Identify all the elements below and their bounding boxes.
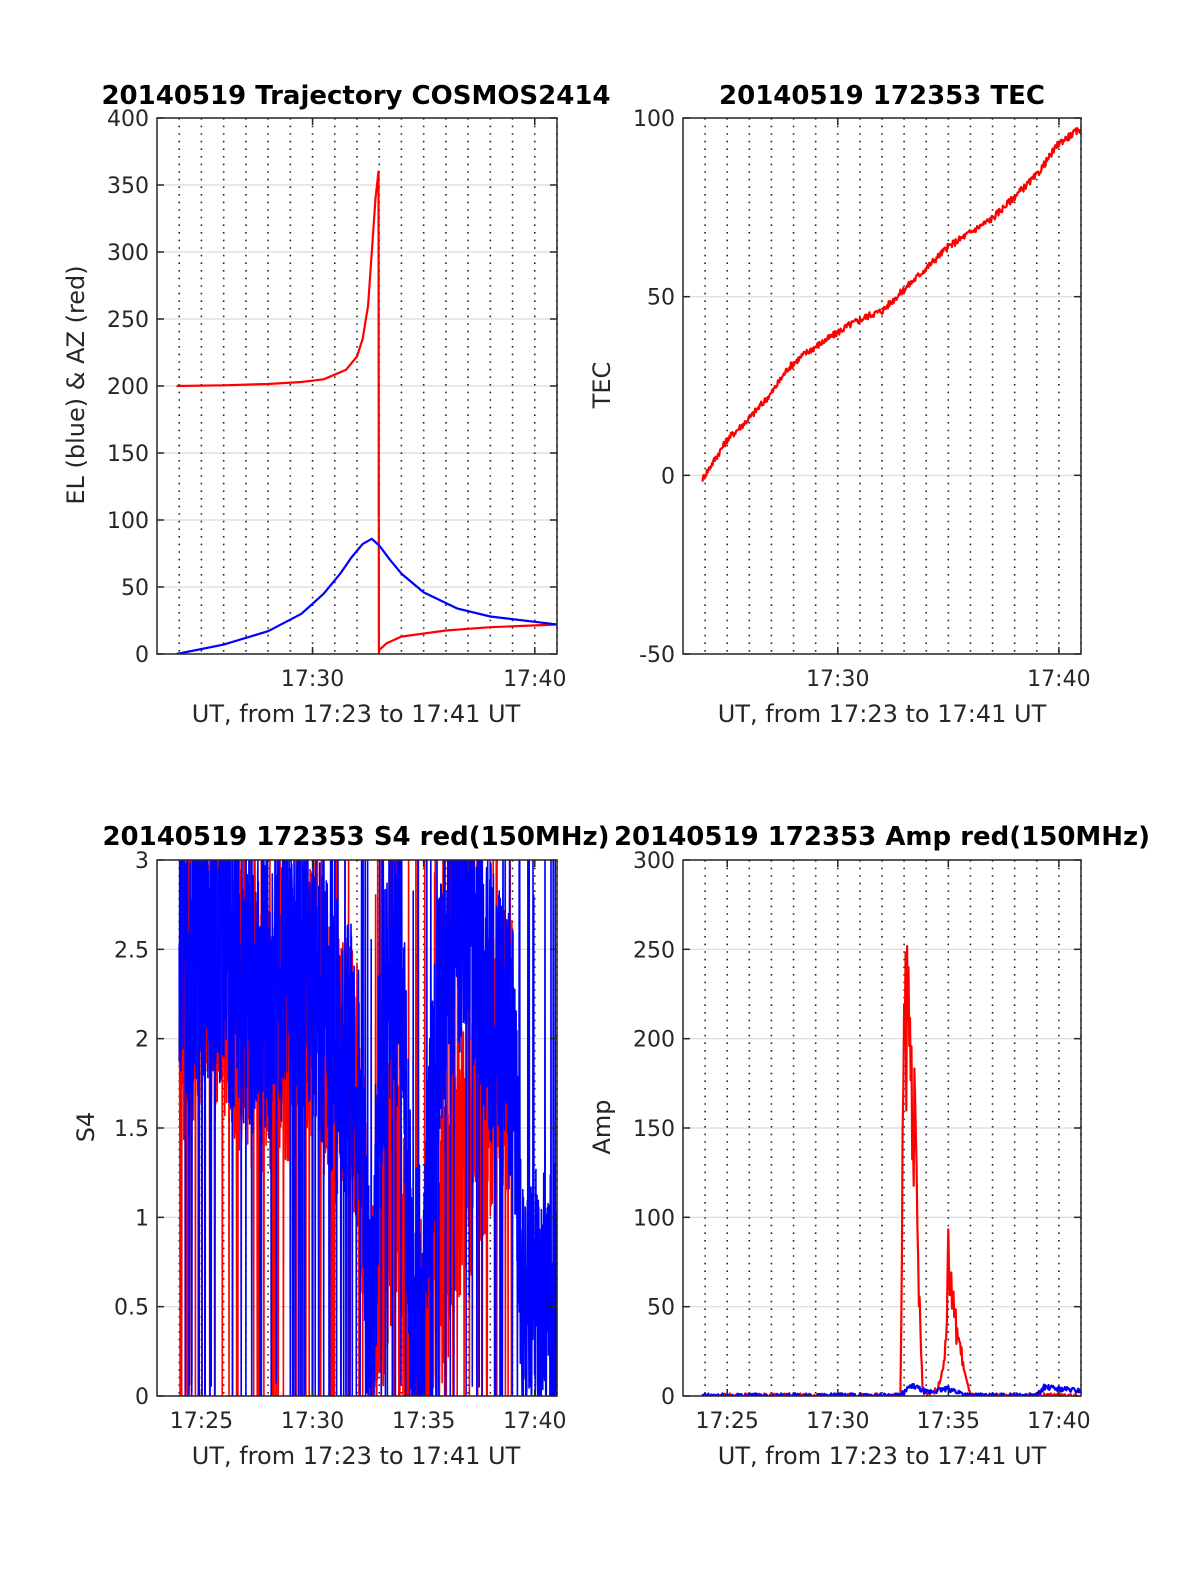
y-tick-label: 0	[135, 643, 149, 668]
y-tick-label: 150	[107, 442, 149, 467]
y-axis-label: S4	[72, 1112, 100, 1143]
plot-area	[176, 170, 557, 654]
amp-panel: 20140519 172353 Amp red(150MHz) Amp UT, …	[588, 822, 1150, 1470]
y-tick-label: 2.5	[114, 938, 149, 963]
series-line-0	[176, 170, 557, 654]
x-tick-label: 17:40	[503, 667, 566, 692]
y-tick-label: 250	[633, 938, 675, 963]
chart-title: 20140519 172353 Amp red(150MHz)	[614, 822, 1150, 852]
s4-panel: 20140519 172353 S4 red(150MHz) S4 UT, fr…	[72, 822, 610, 1470]
y-tick-label: 1.5	[114, 1117, 149, 1142]
y-tick-label: 50	[121, 576, 149, 601]
y-tick-label: 200	[107, 375, 149, 400]
y-axis-label: TEC	[588, 362, 616, 410]
x-axis-label: UT, from 17:23 to 17:41 UT	[192, 1442, 521, 1470]
y-tick-label: 150	[633, 1117, 675, 1142]
y-tick-label: 0	[135, 1385, 149, 1410]
y-tick-label: 200	[633, 1028, 675, 1053]
x-tick-label: 17:30	[281, 667, 344, 692]
y-tick-label: 0.5	[114, 1296, 149, 1321]
y-tick-label: -50	[639, 643, 675, 668]
chart-title: 20140519 172353 S4 red(150MHz)	[102, 822, 609, 852]
x-tick-label: 17:40	[1027, 667, 1090, 692]
x-tick-label: 17:25	[696, 1409, 759, 1434]
x-tick-label: 17:25	[170, 1409, 233, 1434]
y-tick-label: 400	[107, 107, 149, 132]
series-line-1	[176, 537, 557, 654]
y-tick-label: 100	[107, 509, 149, 534]
trajectory-panel: 20140519 Trajectory COSMOS2414 EL (blue)…	[62, 81, 611, 728]
axes-box	[682, 117, 1082, 655]
plot-area	[701, 127, 1081, 482]
y-tick-label: 3	[135, 849, 149, 874]
x-tick-label: 17:30	[281, 1409, 344, 1434]
y-tick-label: 100	[633, 1206, 675, 1231]
y-tick-label: 300	[107, 241, 149, 266]
y-tick-label: 300	[633, 849, 675, 874]
chart-title: 20140519 172353 TEC	[719, 81, 1045, 111]
x-axis-label: UT, from 17:23 to 17:41 UT	[718, 700, 1047, 728]
x-tick-label: 17:40	[1027, 1409, 1090, 1434]
y-tick-label: 0	[661, 464, 675, 489]
y-tick-label: 0	[661, 1385, 675, 1410]
y-tick-label: 350	[107, 174, 149, 199]
y-tick-label: 50	[647, 286, 675, 311]
x-tick-label: 17:40	[503, 1409, 566, 1434]
y-tick-label: 2	[135, 1028, 149, 1053]
x-axis-label: UT, from 17:23 to 17:41 UT	[718, 1442, 1047, 1470]
y-tick-label: 50	[647, 1296, 675, 1321]
chart-title: 20140519 Trajectory COSMOS2414	[101, 81, 610, 111]
x-tick-label: 17:30	[806, 667, 869, 692]
series-line-1	[178, 860, 557, 1396]
y-tick-label: 1	[135, 1206, 149, 1231]
x-tick-label: 17:35	[392, 1409, 455, 1434]
y-axis-label: EL (blue) & AZ (red)	[62, 265, 90, 504]
x-tick-label: 17:35	[917, 1409, 980, 1434]
series-line-0	[701, 127, 1081, 482]
y-tick-label: 250	[107, 308, 149, 333]
x-axis-label: UT, from 17:23 to 17:41 UT	[192, 700, 521, 728]
y-tick-label: 100	[633, 107, 675, 132]
plot-area	[178, 860, 557, 1396]
x-tick-label: 17:30	[806, 1409, 869, 1434]
y-axis-label: Amp	[588, 1099, 616, 1154]
tec-panel: 20140519 172353 TEC TEC UT, from 17:23 t…	[588, 81, 1091, 728]
